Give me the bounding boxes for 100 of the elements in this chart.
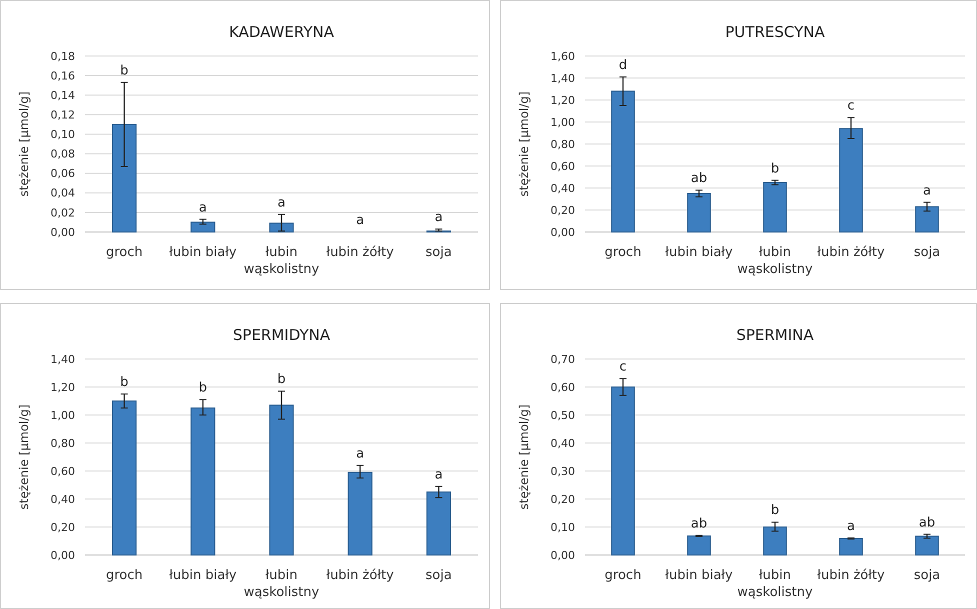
annotation: a xyxy=(434,467,443,482)
bar xyxy=(839,128,863,232)
annotation: a xyxy=(923,183,931,198)
x-tick-label: soja xyxy=(426,568,452,583)
bar xyxy=(112,124,137,232)
annotation: a xyxy=(356,213,364,228)
x-tick-label: łubin biały xyxy=(169,568,237,583)
x-tick-label: groch xyxy=(106,568,143,583)
annotation: ab xyxy=(690,171,708,186)
y-tick-label: 0,04 xyxy=(50,186,75,200)
chart-title: SPERMINA xyxy=(736,326,814,344)
y-tick-label: 1,40 xyxy=(50,352,75,366)
bar xyxy=(426,492,451,556)
x-tick-label: groch xyxy=(604,245,642,260)
bar xyxy=(190,222,216,232)
bar xyxy=(915,206,939,232)
y-tick-label: 0,12 xyxy=(50,108,75,122)
bar xyxy=(687,193,711,232)
bar xyxy=(611,90,635,232)
y-tick-label: 0,60 xyxy=(50,464,75,478)
annotation: a xyxy=(434,210,443,226)
y-tick-label: 0,40 xyxy=(550,182,575,195)
annotation: b xyxy=(198,380,208,396)
y-tick-label: 0,80 xyxy=(50,436,75,450)
annotation: ab xyxy=(690,516,708,532)
bar xyxy=(915,536,939,556)
y-tick-label: 0,10 xyxy=(50,128,75,142)
y-tick-label: 1,00 xyxy=(550,116,575,129)
annotation: ab xyxy=(918,515,936,530)
y-tick-label: 1,40 xyxy=(550,72,575,85)
annotation: c xyxy=(847,98,855,114)
y-tick-label: 0,30 xyxy=(550,464,575,478)
y-axis-title: stężenie [µmol/g] xyxy=(517,91,531,197)
y-tick-label: 0,18 xyxy=(50,50,75,63)
y-axis-title: stężenie [µmol/g] xyxy=(17,404,31,510)
x-tick-label: łubin żółty xyxy=(817,568,886,583)
chart-title: PUTRESCYNA xyxy=(725,23,826,41)
annotation: b xyxy=(770,503,780,518)
y-axis-title: stężenie [µmol/g] xyxy=(517,404,531,510)
y-tick-label: 0,70 xyxy=(550,352,575,366)
annotation: a xyxy=(356,446,364,462)
y-tick-label: 0,02 xyxy=(50,206,75,220)
bar xyxy=(269,404,294,556)
annotation: b xyxy=(120,63,128,78)
bar xyxy=(687,535,711,556)
bar xyxy=(611,386,635,556)
annotation: a xyxy=(198,200,207,216)
y-tick-label: 1,20 xyxy=(50,380,75,394)
y-tick-label: 1,60 xyxy=(550,50,575,63)
y-tick-label: 0,10 xyxy=(550,520,575,534)
x-tick-label: łubin biały xyxy=(665,245,733,260)
bar xyxy=(112,400,137,556)
y-tick-label: 0,60 xyxy=(550,160,575,173)
y-tick-label: 0,20 xyxy=(50,520,75,534)
y-tick-label: 0,50 xyxy=(550,408,575,422)
chart-title: SPERMIDYNA xyxy=(232,326,331,344)
y-tick-label: 0,00 xyxy=(50,226,75,239)
y-tick-label: 0,00 xyxy=(550,226,575,239)
y-tick-label: 0,60 xyxy=(550,380,575,394)
y-tick-label: 0,08 xyxy=(50,148,75,161)
x-tick-label: groch xyxy=(604,568,642,583)
y-tick-label: 0,40 xyxy=(550,436,575,450)
annotation: a xyxy=(278,195,286,210)
bar xyxy=(348,472,372,556)
y-axis-title: stężenie [µmol/g] xyxy=(17,91,31,197)
bar xyxy=(763,526,787,556)
x-tick-label: soja xyxy=(914,568,940,583)
chart-title: KADAWERYNA xyxy=(229,23,335,41)
y-tick-label: 0,80 xyxy=(550,138,575,151)
x-tick-label: groch xyxy=(106,245,143,260)
x-tick-label: łubin żółty xyxy=(326,568,394,583)
x-tick-label: łubin wąskolistny xyxy=(737,245,814,277)
bar xyxy=(839,538,863,556)
y-tick-label: 1,20 xyxy=(550,94,575,107)
y-tick-label: 1,00 xyxy=(50,408,75,422)
annotation: b xyxy=(277,372,286,388)
annotation: b xyxy=(770,161,780,176)
y-tick-label: 0,00 xyxy=(550,548,575,562)
y-tick-label: 0,20 xyxy=(550,204,575,217)
annotation: a xyxy=(847,518,855,534)
y-tick-label: 0,00 xyxy=(50,548,75,562)
y-tick-label: 0,06 xyxy=(50,167,75,180)
y-tick-label: 0,14 xyxy=(50,88,75,102)
bar xyxy=(763,182,787,232)
x-tick-label: soja xyxy=(426,245,452,260)
annotation: d xyxy=(618,58,628,73)
x-tick-label: łubin wąskolistny xyxy=(244,245,320,277)
x-tick-label: łubin biały xyxy=(665,568,733,583)
annotation: b xyxy=(120,375,128,390)
x-tick-label: soja xyxy=(914,245,940,260)
y-tick-label: 0,40 xyxy=(50,492,75,506)
y-tick-label: 0,16 xyxy=(50,69,75,82)
x-tick-label: łubin wąskolistny xyxy=(737,568,814,600)
x-tick-label: łubin żółty xyxy=(326,245,394,260)
x-tick-label: łubin żółty xyxy=(817,245,886,260)
x-tick-label: łubin biały xyxy=(169,245,237,260)
y-tick-label: 0,20 xyxy=(550,492,575,506)
bar xyxy=(190,408,216,556)
x-tick-label: łubin wąskolistny xyxy=(244,568,320,600)
annotation: c xyxy=(619,360,627,375)
